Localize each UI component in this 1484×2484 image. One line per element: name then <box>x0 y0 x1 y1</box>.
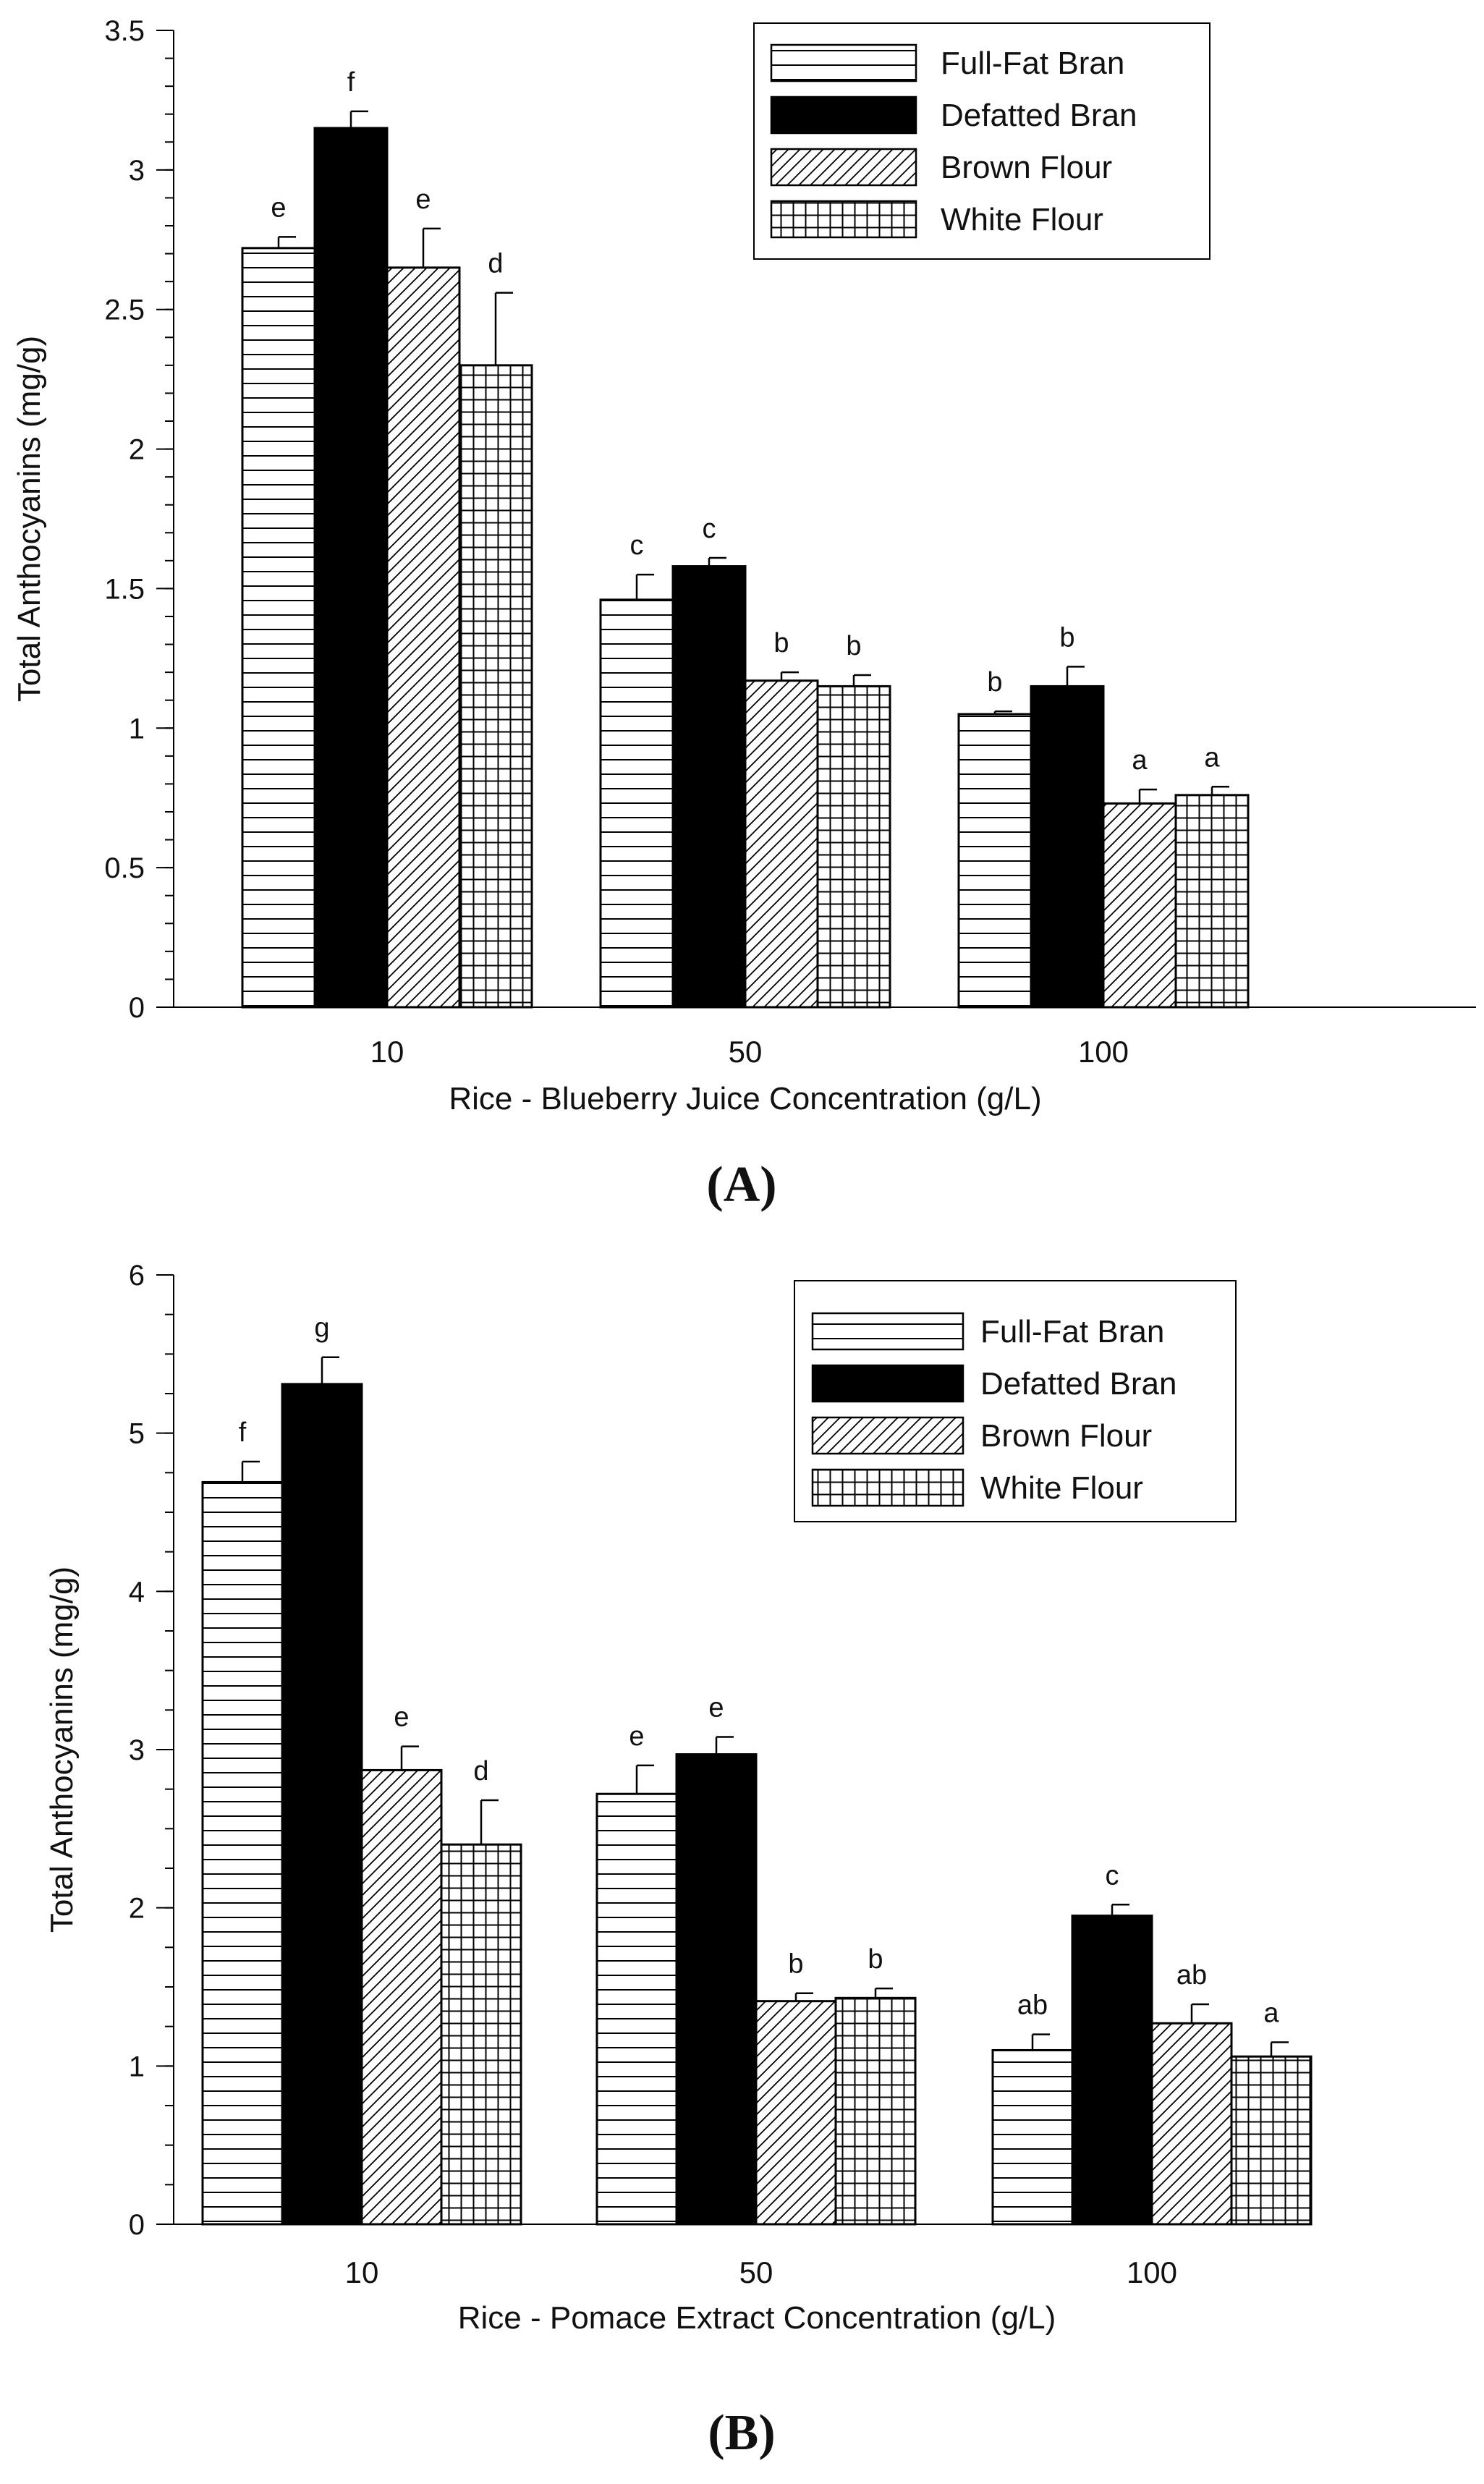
significance-letter: d <box>488 249 503 279</box>
significance-letter: g <box>314 1313 329 1344</box>
significance-letter: e <box>415 185 431 215</box>
bar-a-horizontal-10 <box>241 247 316 1009</box>
significance-letter: b <box>987 667 1002 698</box>
bar-b-solid-10 <box>281 1383 363 2226</box>
y-tick-label: 1 <box>129 713 145 745</box>
significance-letter: b <box>773 628 789 658</box>
legend-swatch-diagonal <box>811 1416 964 1455</box>
legend-label: Full-Fat Bran <box>941 46 1124 81</box>
y-tick-label: 1.5 <box>104 573 145 605</box>
bar-b-diagonal-10 <box>360 1768 443 2226</box>
y-axis-title: Total Anthocyanins (mg/g) <box>44 1567 80 1933</box>
legend-swatch-solid <box>770 96 917 135</box>
y-tick-label: 5 <box>129 1418 145 1450</box>
legend-label: Brown Flour <box>941 150 1112 185</box>
y-axis-title: Total Anthocyanins (mg/g) <box>12 336 47 702</box>
bar-a-grid-100 <box>1174 794 1250 1009</box>
bar-a-solid-50 <box>671 565 747 1009</box>
panel-a-chart: 0 0.5 1 1.5 2 2.5 3 3.5 Total Anthocyanins (mg/g… <box>12 15 1476 1213</box>
significance-letter: c <box>703 514 716 544</box>
legend-swatch-grid <box>811 1468 964 1507</box>
y-tick-label: 0 <box>129 992 145 1024</box>
y-tick-label: 0.5 <box>104 852 145 884</box>
significance-letter: ab <box>1176 1960 1207 1991</box>
bar-b-grid-10 <box>440 1843 522 2226</box>
bar-b-diagonal-100 <box>1150 2022 1233 2226</box>
significance-letter: e <box>708 1693 724 1724</box>
bar-a-horizontal-100 <box>957 713 1033 1009</box>
significance-letter: d <box>473 1756 488 1786</box>
y-tick-label: 3 <box>129 1734 145 1766</box>
significance-letter: a <box>1204 742 1220 773</box>
significance-letter: b <box>846 631 861 661</box>
x-tick-label: 50 <box>729 1035 763 1069</box>
y-tick-label: 1 <box>129 2051 145 2082</box>
legend-label: Defatted Bran <box>980 1366 1177 1402</box>
x-axis-title: Rice - Pomace Extract Concentration (g/L… <box>458 2300 1056 2336</box>
x-tick-label: 100 <box>1078 1035 1129 1069</box>
bar-b-grid-100 <box>1230 2055 1313 2226</box>
y-tick-label: 4 <box>129 1576 145 1608</box>
legend-label: Brown Flour <box>980 1418 1152 1454</box>
x-tick-label: 10 <box>370 1035 404 1069</box>
panel-label-b: (B) <box>708 2405 775 2461</box>
bar-b-solid-100 <box>1071 1915 1153 2226</box>
bar-b-horizontal-50 <box>595 1792 678 2226</box>
legend-swatch-horizontal <box>770 43 917 82</box>
significance-letter: b <box>868 1944 883 1975</box>
y-tick-label: 3 <box>129 155 145 187</box>
legend-swatch-diagonal <box>770 148 917 187</box>
bar-b-diagonal-50 <box>755 2000 837 2226</box>
legend-swatch-solid <box>811 1364 964 1403</box>
bar-a-diagonal-10 <box>386 266 461 1009</box>
significance-letter: a <box>1132 745 1148 776</box>
bar-b-grid-50 <box>834 1996 917 2226</box>
x-tick-label: 100 <box>1127 2255 1177 2289</box>
y-tick-label: 2 <box>129 1893 145 1925</box>
bar-a-solid-10 <box>313 127 389 1009</box>
y-tick-label: 2.5 <box>104 294 145 326</box>
legend-label: Defatted Bran <box>941 98 1137 133</box>
significance-letter: e <box>271 192 286 223</box>
legend-swatch-horizontal <box>811 1312 964 1351</box>
significance-letter: e <box>394 1703 409 1733</box>
significance-letter: c <box>1106 1860 1119 1891</box>
panel-label-a: (A) <box>706 1157 776 1213</box>
y-tick-label: 6 <box>129 1260 145 1292</box>
significance-letter: c <box>630 530 644 561</box>
x-tick-label: 10 <box>345 2255 379 2289</box>
legend-label: White Flour <box>980 1470 1143 1506</box>
bar-a-grid-50 <box>816 684 891 1009</box>
legend-label: Full-Fat Bran <box>980 1314 1164 1349</box>
bar-b-horizontal-100 <box>991 2048 1074 2226</box>
bar-a-grid-10 <box>458 364 533 1009</box>
significance-letter: e <box>629 1721 644 1752</box>
significance-letter: f <box>239 1417 247 1448</box>
significance-letter: ab <box>1017 1991 1048 2021</box>
y-tick-label: 0 <box>129 2209 145 2241</box>
significance-letter: a <box>1263 1998 1279 2029</box>
y-tick-label: 3.5 <box>104 15 145 47</box>
significance-letter: f <box>347 67 355 98</box>
bar-a-diagonal-50 <box>744 679 819 1009</box>
legend-swatch-grid <box>770 200 917 239</box>
bar-b-horizontal-10 <box>201 1480 284 2226</box>
significance-letter: b <box>788 1949 803 1980</box>
bar-b-solid-50 <box>675 1753 758 2226</box>
legend-label: White Flour <box>941 202 1103 237</box>
bar-a-horizontal-50 <box>599 598 674 1009</box>
y-tick-label: 2 <box>129 434 145 466</box>
x-tick-label: 50 <box>739 2255 773 2289</box>
bar-a-diagonal-100 <box>1102 802 1177 1009</box>
significance-letter: b <box>1059 622 1074 653</box>
bar-a-solid-100 <box>1030 684 1105 1009</box>
x-axis-title: Rice - Blueberry Juice Concentration (g/… <box>449 1081 1041 1116</box>
